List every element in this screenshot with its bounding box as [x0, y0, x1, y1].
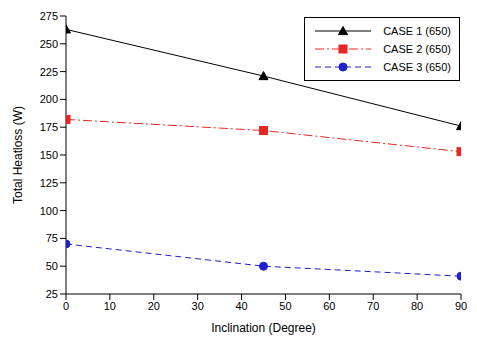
html-text:CASE 2 (650): CASE 2 (650)	[383, 43, 451, 55]
svg-text:40: 40	[235, 300, 247, 312]
svg-text:175: 175	[40, 121, 58, 133]
svg-text:50: 50	[46, 260, 58, 272]
svg-text:90: 90	[455, 300, 467, 312]
svg-text:200: 200	[40, 93, 58, 105]
html-text:CASE 1 (650): CASE 1 (650)	[383, 25, 451, 37]
svg-text:225: 225	[40, 66, 58, 78]
svg-text:125: 125	[40, 177, 58, 189]
svg-text:80: 80	[411, 300, 423, 312]
html-text:CASE 3 (650): CASE 3 (650)	[383, 61, 451, 73]
svg-text:30: 30	[192, 300, 204, 312]
svg-text:60: 60	[323, 300, 335, 312]
svg-text:75: 75	[46, 232, 58, 244]
svg-text:50: 50	[279, 300, 291, 312]
svg-text:10: 10	[104, 300, 116, 312]
svg-text:Total Heatloss (W): Total Heatloss (W)	[11, 106, 25, 204]
svg-text:0: 0	[63, 300, 69, 312]
svg-text:25: 25	[46, 288, 58, 300]
svg-text:275: 275	[40, 10, 58, 22]
svg-text:150: 150	[40, 149, 58, 161]
svg-text:100: 100	[40, 205, 58, 217]
svg-text:70: 70	[367, 300, 379, 312]
svg-text:20: 20	[148, 300, 160, 312]
svg-text:Inclination (Degree): Inclination (Degree)	[211, 321, 316, 335]
svg-text:250: 250	[40, 38, 58, 50]
